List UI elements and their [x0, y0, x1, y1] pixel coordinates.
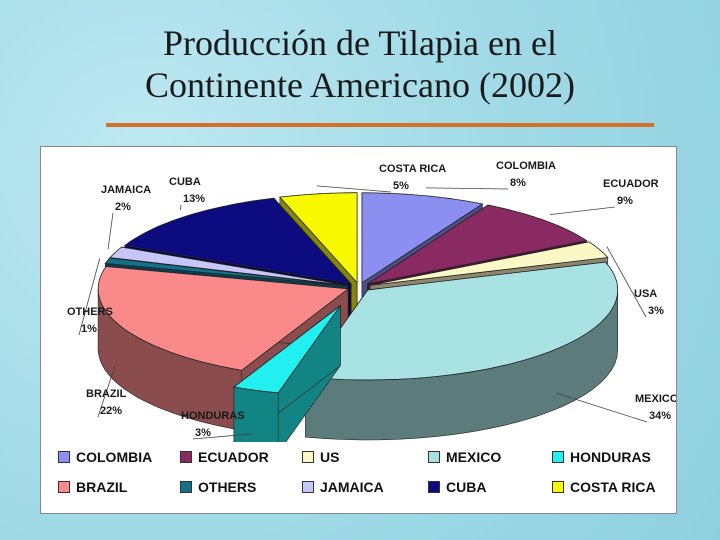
- leader-line-cuba: [180, 204, 182, 211]
- legend-label: BRAZIL: [76, 479, 128, 495]
- legend-item-brazil: BRAZIL: [58, 479, 127, 495]
- legend-item-others: OTHERS: [180, 479, 256, 495]
- slice-label-jamaica: JAMAICA: [101, 184, 151, 196]
- legend-label: OTHERS: [198, 479, 257, 495]
- slice-label-ecuador: ECUADOR: [603, 178, 659, 190]
- leader-line-brazil: [97, 366, 116, 418]
- legend-item-mexico: MEXICO: [428, 449, 501, 465]
- legend-item-costa-rica: COSTA RICA: [552, 479, 656, 495]
- legend-swatch: [58, 481, 70, 493]
- pie-slice-mexico: [304, 261, 619, 441]
- legend-item-colombia: COLOMBIA: [58, 449, 152, 465]
- pie-slice-honduras: [232, 304, 341, 454]
- slice-label-honduras: HONDURAS: [181, 410, 245, 422]
- legend-label: MEXICO: [446, 449, 502, 465]
- legend-swatch: [180, 451, 192, 463]
- legend-item-us: US: [302, 449, 339, 465]
- legend-swatch: [428, 481, 440, 493]
- legend-item-ecuador: ECUADOR: [180, 449, 269, 465]
- leader-line-jamaica: [107, 212, 114, 250]
- leader-line-usa: [606, 246, 647, 318]
- legend-item-honduras: HONDURAS: [552, 449, 651, 465]
- slice-percent-costa-rica: 5%: [393, 180, 409, 192]
- legend-label: COLOMBIA: [76, 449, 153, 465]
- slice-percent-honduras: 3%: [195, 427, 211, 439]
- slice-label-costa-rica: COSTA RICA: [379, 163, 446, 175]
- title-line-2: Continente Americano (2002): [145, 65, 575, 105]
- slice-percent-brazil: 22%: [100, 405, 122, 417]
- legend-swatch: [552, 481, 564, 493]
- legend-swatch: [428, 451, 440, 463]
- slice-percent-colombia: 8%: [510, 177, 526, 189]
- slice-label-mexico: MEXICO: [635, 393, 676, 405]
- slice-label-others: OTHERS: [67, 306, 113, 318]
- legend-swatch: [180, 481, 192, 493]
- slide-title: Producción de Tilapia en el Continente A…: [0, 22, 720, 106]
- slice-percent-ecuador: 9%: [617, 195, 633, 207]
- pie-chart: COLOMBIA 8% ECUADOR 9% USA 3% MEXICO 34% HONDURA…: [67, 160, 679, 454]
- leader-line-others: [78, 258, 101, 336]
- legend-label: COSTA RICA: [570, 479, 656, 495]
- title-underline: [106, 123, 654, 127]
- leader-line-honduras: [192, 433, 254, 440]
- legend-label: CUBA: [446, 479, 487, 495]
- legend-swatch: [58, 451, 70, 463]
- legend-swatch: [552, 451, 564, 463]
- slice-percent-usa: 3%: [648, 305, 664, 317]
- slice-percent-cuba: 13%: [183, 193, 205, 205]
- leader-line-mexico: [555, 392, 648, 423]
- slice-label-colombia: COLOMBIA: [496, 160, 556, 172]
- legend-item-jamaica: JAMAICA: [302, 479, 384, 495]
- leader-line-costa-rica: [316, 185, 392, 193]
- legend-swatch: [302, 451, 314, 463]
- leader-line-ecuador: [549, 206, 616, 215]
- slice-label-brazil: BRAZIL: [86, 388, 127, 400]
- leader-line-colombia: [426, 187, 509, 190]
- chart-legend: COLOMBIA ECUADOR US MEXICO HONDURAS BRAZIL OTH…: [42, 441, 672, 509]
- legend-swatch: [302, 481, 314, 493]
- legend-label: ECUADOR: [198, 449, 269, 465]
- title-line-1: Producción de Tilapia en el: [163, 23, 557, 63]
- legend-label: HONDURAS: [570, 449, 651, 465]
- slice-label-usa: USA: [634, 288, 657, 300]
- slice-percent-jamaica: 2%: [115, 201, 131, 213]
- legend-label: JAMAICA: [320, 479, 384, 495]
- slice-label-cuba: CUBA: [169, 176, 201, 188]
- chart-area: COLOMBIA 8% ECUADOR 9% USA 3% MEXICO 34% HONDURA…: [40, 146, 679, 514]
- slice-percent-others: 1%: [81, 323, 97, 335]
- legend-item-cuba: CUBA: [428, 479, 486, 495]
- legend-label: US: [320, 449, 340, 465]
- slice-percent-mexico: 34%: [649, 410, 671, 422]
